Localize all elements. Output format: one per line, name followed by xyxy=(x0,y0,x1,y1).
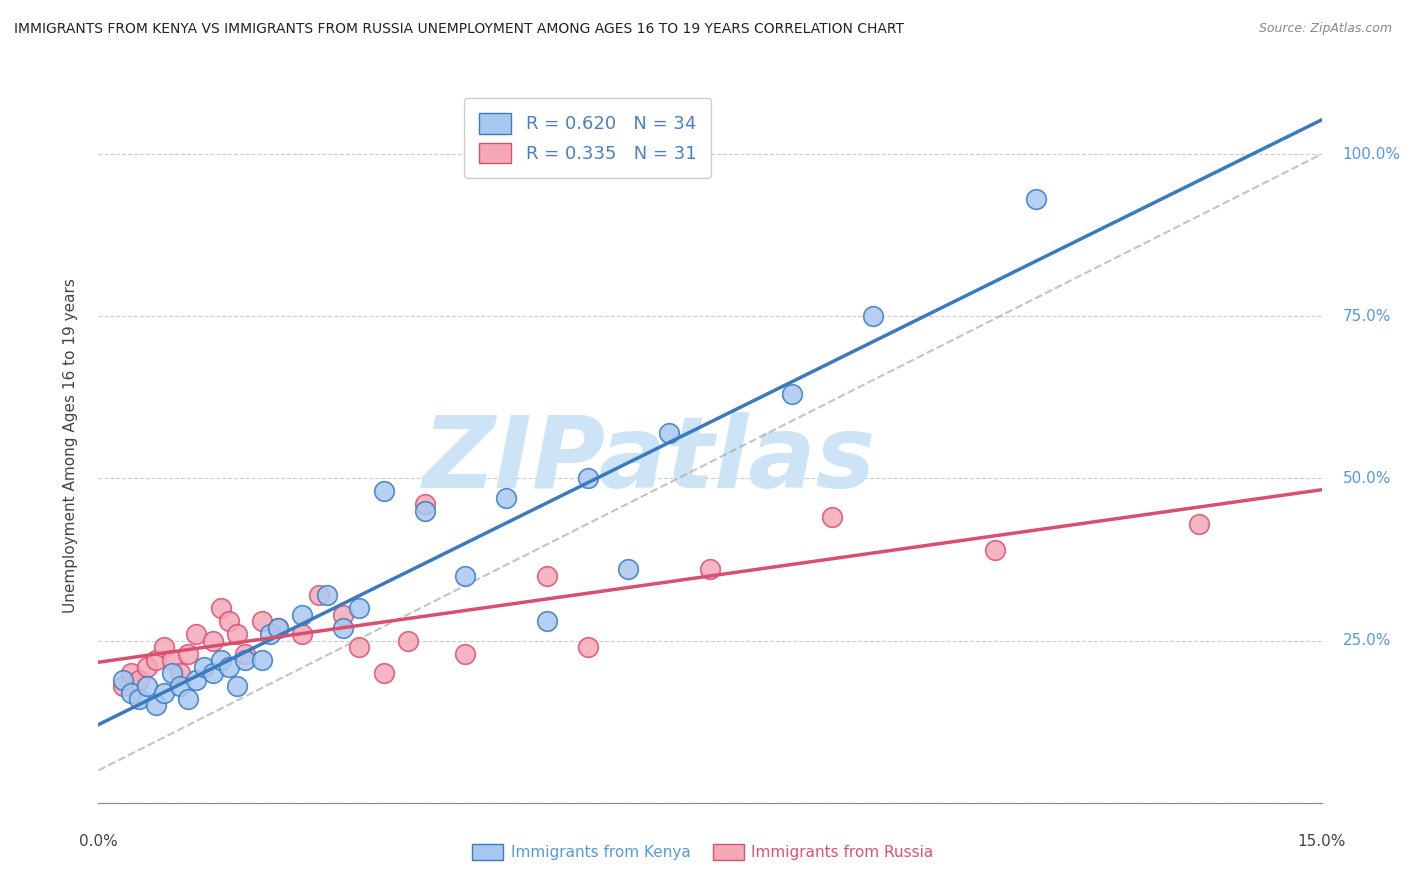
Point xyxy=(128,692,150,706)
Point xyxy=(136,679,159,693)
Point xyxy=(821,510,844,524)
Point xyxy=(160,666,183,681)
Legend: Immigrants from Kenya, Immigrants from Russia: Immigrants from Kenya, Immigrants from R… xyxy=(467,838,939,866)
Point xyxy=(152,640,174,654)
Point xyxy=(218,614,240,628)
Point xyxy=(495,491,517,505)
Point xyxy=(291,607,314,622)
Point xyxy=(186,673,208,687)
Text: 50.0%: 50.0% xyxy=(1343,471,1391,486)
Text: Source: ZipAtlas.com: Source: ZipAtlas.com xyxy=(1258,22,1392,36)
Point xyxy=(145,698,167,713)
Text: IMMIGRANTS FROM KENYA VS IMMIGRANTS FROM RUSSIA UNEMPLOYMENT AMONG AGES 16 TO 19: IMMIGRANTS FROM KENYA VS IMMIGRANTS FROM… xyxy=(14,22,904,37)
Text: 0.0%: 0.0% xyxy=(79,834,118,849)
Legend: R = 0.620   N = 34, R = 0.335   N = 31: R = 0.620 N = 34, R = 0.335 N = 31 xyxy=(464,98,711,178)
Y-axis label: Unemployment Among Ages 16 to 19 years: Unemployment Among Ages 16 to 19 years xyxy=(63,278,77,614)
Point xyxy=(169,679,191,693)
Point xyxy=(250,653,273,667)
Point xyxy=(250,614,273,628)
Point xyxy=(152,685,174,699)
Text: 100.0%: 100.0% xyxy=(1343,146,1400,161)
Point xyxy=(454,568,477,582)
Point xyxy=(413,504,436,518)
Point xyxy=(536,568,558,582)
Point xyxy=(984,542,1007,557)
Point xyxy=(536,614,558,628)
Point xyxy=(332,621,354,635)
Point xyxy=(576,471,599,485)
Point xyxy=(160,653,183,667)
Point xyxy=(120,685,142,699)
Point xyxy=(186,627,208,641)
Point xyxy=(128,673,150,687)
Point xyxy=(373,666,395,681)
Point xyxy=(233,653,256,667)
Point xyxy=(658,425,681,440)
Point xyxy=(576,640,599,654)
Point xyxy=(145,653,167,667)
Point xyxy=(136,659,159,673)
Point xyxy=(1188,516,1211,531)
Point xyxy=(780,387,803,401)
Text: 75.0%: 75.0% xyxy=(1343,309,1391,324)
Point xyxy=(315,588,337,602)
Point xyxy=(259,627,281,641)
Point xyxy=(209,653,232,667)
Point xyxy=(193,659,215,673)
Point xyxy=(413,497,436,511)
Point xyxy=(617,562,640,576)
Point xyxy=(169,666,191,681)
Text: 25.0%: 25.0% xyxy=(1343,633,1391,648)
Point xyxy=(332,607,354,622)
Point xyxy=(267,621,290,635)
Point xyxy=(218,659,240,673)
Point xyxy=(177,647,200,661)
Point xyxy=(373,484,395,499)
Point xyxy=(396,633,419,648)
Text: ZIPatlas: ZIPatlas xyxy=(422,412,876,508)
Point xyxy=(209,601,232,615)
Point xyxy=(226,679,249,693)
Point xyxy=(201,633,224,648)
Point xyxy=(349,601,371,615)
Point xyxy=(454,647,477,661)
Point xyxy=(699,562,721,576)
Point xyxy=(862,310,884,324)
Point xyxy=(349,640,371,654)
Point xyxy=(120,666,142,681)
Text: 15.0%: 15.0% xyxy=(1298,834,1346,849)
Point xyxy=(1025,193,1047,207)
Point xyxy=(233,647,256,661)
Point xyxy=(291,627,314,641)
Point xyxy=(111,673,134,687)
Point xyxy=(111,679,134,693)
Point xyxy=(177,692,200,706)
Point xyxy=(226,627,249,641)
Point xyxy=(267,621,290,635)
Point xyxy=(308,588,330,602)
Point xyxy=(201,666,224,681)
